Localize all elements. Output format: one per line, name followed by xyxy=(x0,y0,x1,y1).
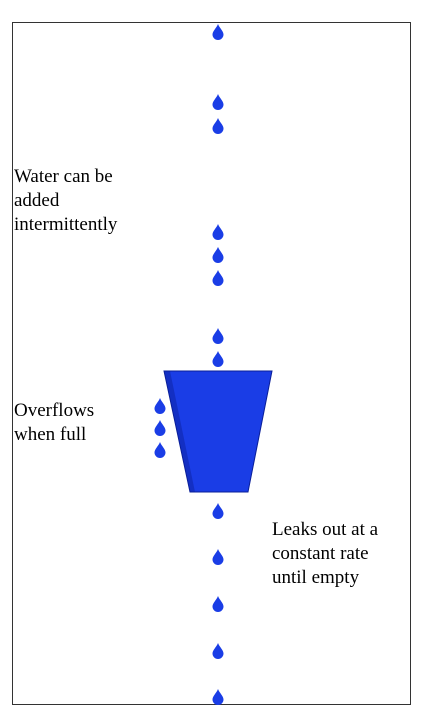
water-drop-icon xyxy=(212,118,224,135)
water-drop-icon xyxy=(212,224,224,240)
water-drop-icon xyxy=(212,351,224,367)
water-drop-icon xyxy=(212,549,224,565)
water-drop-icon xyxy=(212,643,224,659)
overflow-drops xyxy=(154,398,166,458)
inflow-caption: Water can be added intermittently xyxy=(14,166,118,235)
water-drop-icon xyxy=(212,328,224,344)
water-drop-icon xyxy=(154,442,166,458)
water-drop-icon xyxy=(212,596,224,612)
leak-caption: Leaks out at a constant rate until empty xyxy=(272,519,379,588)
water-drop-icon xyxy=(212,247,224,263)
water-drop-icon xyxy=(212,503,224,519)
overflow-caption: Overflows when full xyxy=(14,400,95,445)
water-drop-icon xyxy=(154,420,166,436)
leak-drops xyxy=(212,503,224,705)
water-drop-icon xyxy=(212,94,224,110)
water-drop-icon xyxy=(212,270,224,286)
diagram-frame xyxy=(12,22,411,705)
water-drop-icon xyxy=(154,398,166,414)
bucket-shadow xyxy=(164,371,195,492)
bucket-icon xyxy=(163,370,273,493)
water-drop-icon xyxy=(212,689,224,705)
water-drop-icon xyxy=(212,24,224,40)
inflow-drops xyxy=(212,24,224,367)
